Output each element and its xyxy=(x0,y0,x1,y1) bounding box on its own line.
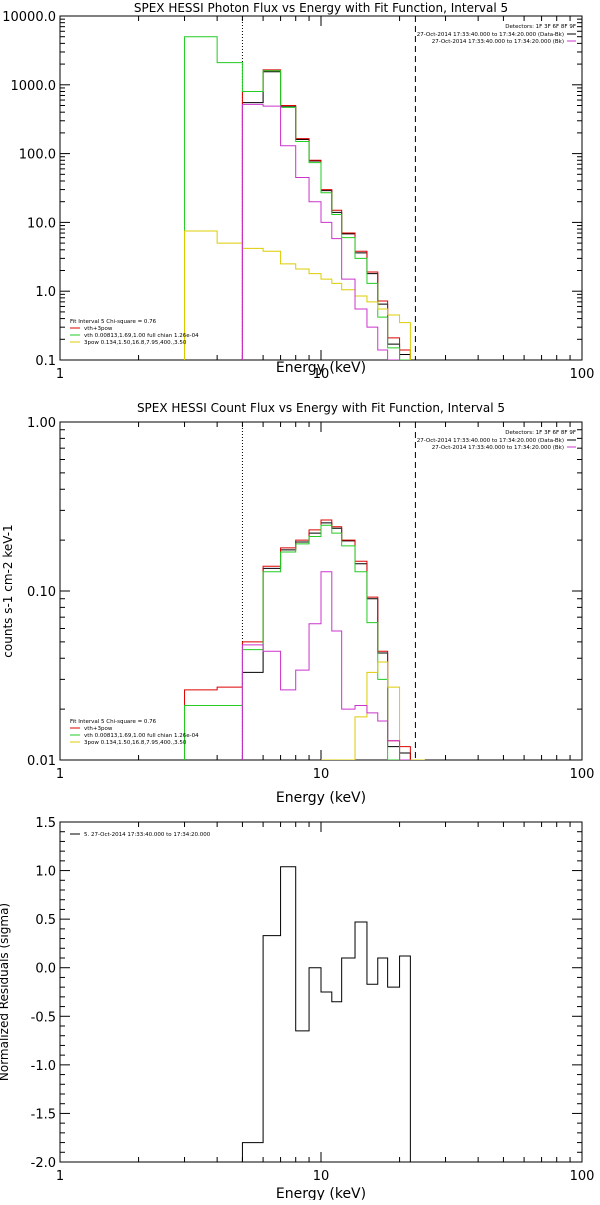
y-tick-label: -1.5 xyxy=(31,1107,56,1122)
legend-entry-left: vth 0.00813,1.69,1.00 full chian 1.26e-0… xyxy=(84,333,199,339)
y-tick-label: 0.1 xyxy=(35,354,56,369)
y-tick-label: 0.5 xyxy=(35,913,56,928)
x-tick-label: 100 xyxy=(570,767,595,782)
x-tick-label: 100 xyxy=(570,1169,595,1184)
y-tick-label: 0.0 xyxy=(35,962,56,977)
y-tick-label: 100.0 xyxy=(19,148,56,163)
y-tick-label: 1.00 xyxy=(27,416,56,431)
series-data-bk xyxy=(241,522,411,760)
detectors-label: Detectors: 1F 3F 6F 8F 9F xyxy=(505,24,576,30)
y-tick-label: 10.0 xyxy=(27,216,56,231)
fit-info-label: Fit Interval 5 Chi-square = 0.76 xyxy=(70,319,157,325)
legend-entry-right: 27-Oct-2014 17:33:40.000 to 17:34:20.000… xyxy=(432,39,564,45)
series-3pow xyxy=(321,661,425,760)
y-tick-label: 1000.0 xyxy=(11,79,57,94)
legend-entry-left: vth+3pow xyxy=(84,726,113,732)
chart-panel-3: 1 10 100 -2.0 -1.5 -1.0 -0.5 0.0 0.5 1.0 1.5 Energy… xyxy=(0,816,595,1202)
series-bk xyxy=(241,571,411,760)
legend-entry-right: 27-Oct-2014 17:33:40.000 to 17:34:20.000… xyxy=(417,438,564,444)
detectors-label: Detectors: 1F 3F 6F 8F 9F xyxy=(505,430,576,436)
chart-panel-1: 1 10 100 0.1 1.0 10.0 100.0 1000.0 10000.0 SPEX H… xyxy=(2,1,594,382)
legend-entry-left: vth+3pow xyxy=(84,326,113,332)
chart-panel-2: 1 10 100 0.01 0.10 1.00 SPEX HESSI Count Flux … xyxy=(1,401,594,806)
y-tick-label: -2.0 xyxy=(31,1156,56,1171)
y-tick-label: 1.0 xyxy=(35,865,56,880)
y-tick-label: 10000.0 xyxy=(2,10,56,25)
chart-title: SPEX HESSI Count Flux vs Energy with Fit… xyxy=(137,401,505,415)
x-tick-label: 1 xyxy=(56,367,64,382)
x-tick-label: 100 xyxy=(570,367,595,382)
y-tick-label: 1.0 xyxy=(35,285,56,300)
x-tick-label: 1 xyxy=(56,767,64,782)
y-tick-label: 0.01 xyxy=(27,754,56,769)
y-axis-label: counts s-1 cm-2 keV-1 xyxy=(1,524,15,657)
series-3pow xyxy=(184,230,411,360)
legend-entry-left: 5. 27-Oct-2014 17:33:40.000 to 17:34:20.… xyxy=(84,832,211,838)
legend-entry-left: 3pow 0.134,1.50,16.8,7.95,400.,3.50 xyxy=(84,740,187,746)
y-axis-label: Normalized Residuals (sigma) xyxy=(0,903,11,1081)
x-tick-label: 1 xyxy=(56,1169,64,1184)
x-axis-label: Energy (keV) xyxy=(276,360,366,376)
series-vth-3pow xyxy=(184,519,411,760)
x-axis-label: Energy (keV) xyxy=(276,790,366,806)
series-vth xyxy=(184,36,411,360)
x-axis-label: Energy (keV) xyxy=(276,1186,366,1200)
series-vth xyxy=(184,524,411,760)
legend-entry-right: 27-Oct-2014 17:33:40.000 to 17:34:20.000… xyxy=(432,445,564,451)
legend-entry-left: 3pow 0.134,1.50,16.8,7.95,400.,3.50 xyxy=(84,340,187,346)
legend-entry-right: 27-Oct-2014 17:33:40.000 to 17:34:20.000… xyxy=(417,32,564,38)
chart-title: SPEX HESSI Photon Flux vs Energy with Fi… xyxy=(134,1,508,15)
y-tick-label: -1.0 xyxy=(31,1059,56,1074)
y-tick-label: 1.5 xyxy=(35,816,56,831)
series-residuals xyxy=(241,866,411,1162)
legend-entry-left: vth 0.00813,1.69,1.00 full chian 1.26e-0… xyxy=(84,733,199,739)
y-tick-label: 0.10 xyxy=(27,585,56,600)
series-bk xyxy=(241,103,400,360)
y-tick-label: -0.5 xyxy=(31,1010,56,1025)
series-vth-3pow xyxy=(241,69,411,360)
x-tick-label: 10 xyxy=(313,767,330,782)
fit-info-label: Fit Interval 5 Chi-square = 0.76 xyxy=(70,719,157,725)
x-tick-label: 10 xyxy=(313,1169,330,1184)
x-tick-label: 10 xyxy=(313,367,330,382)
